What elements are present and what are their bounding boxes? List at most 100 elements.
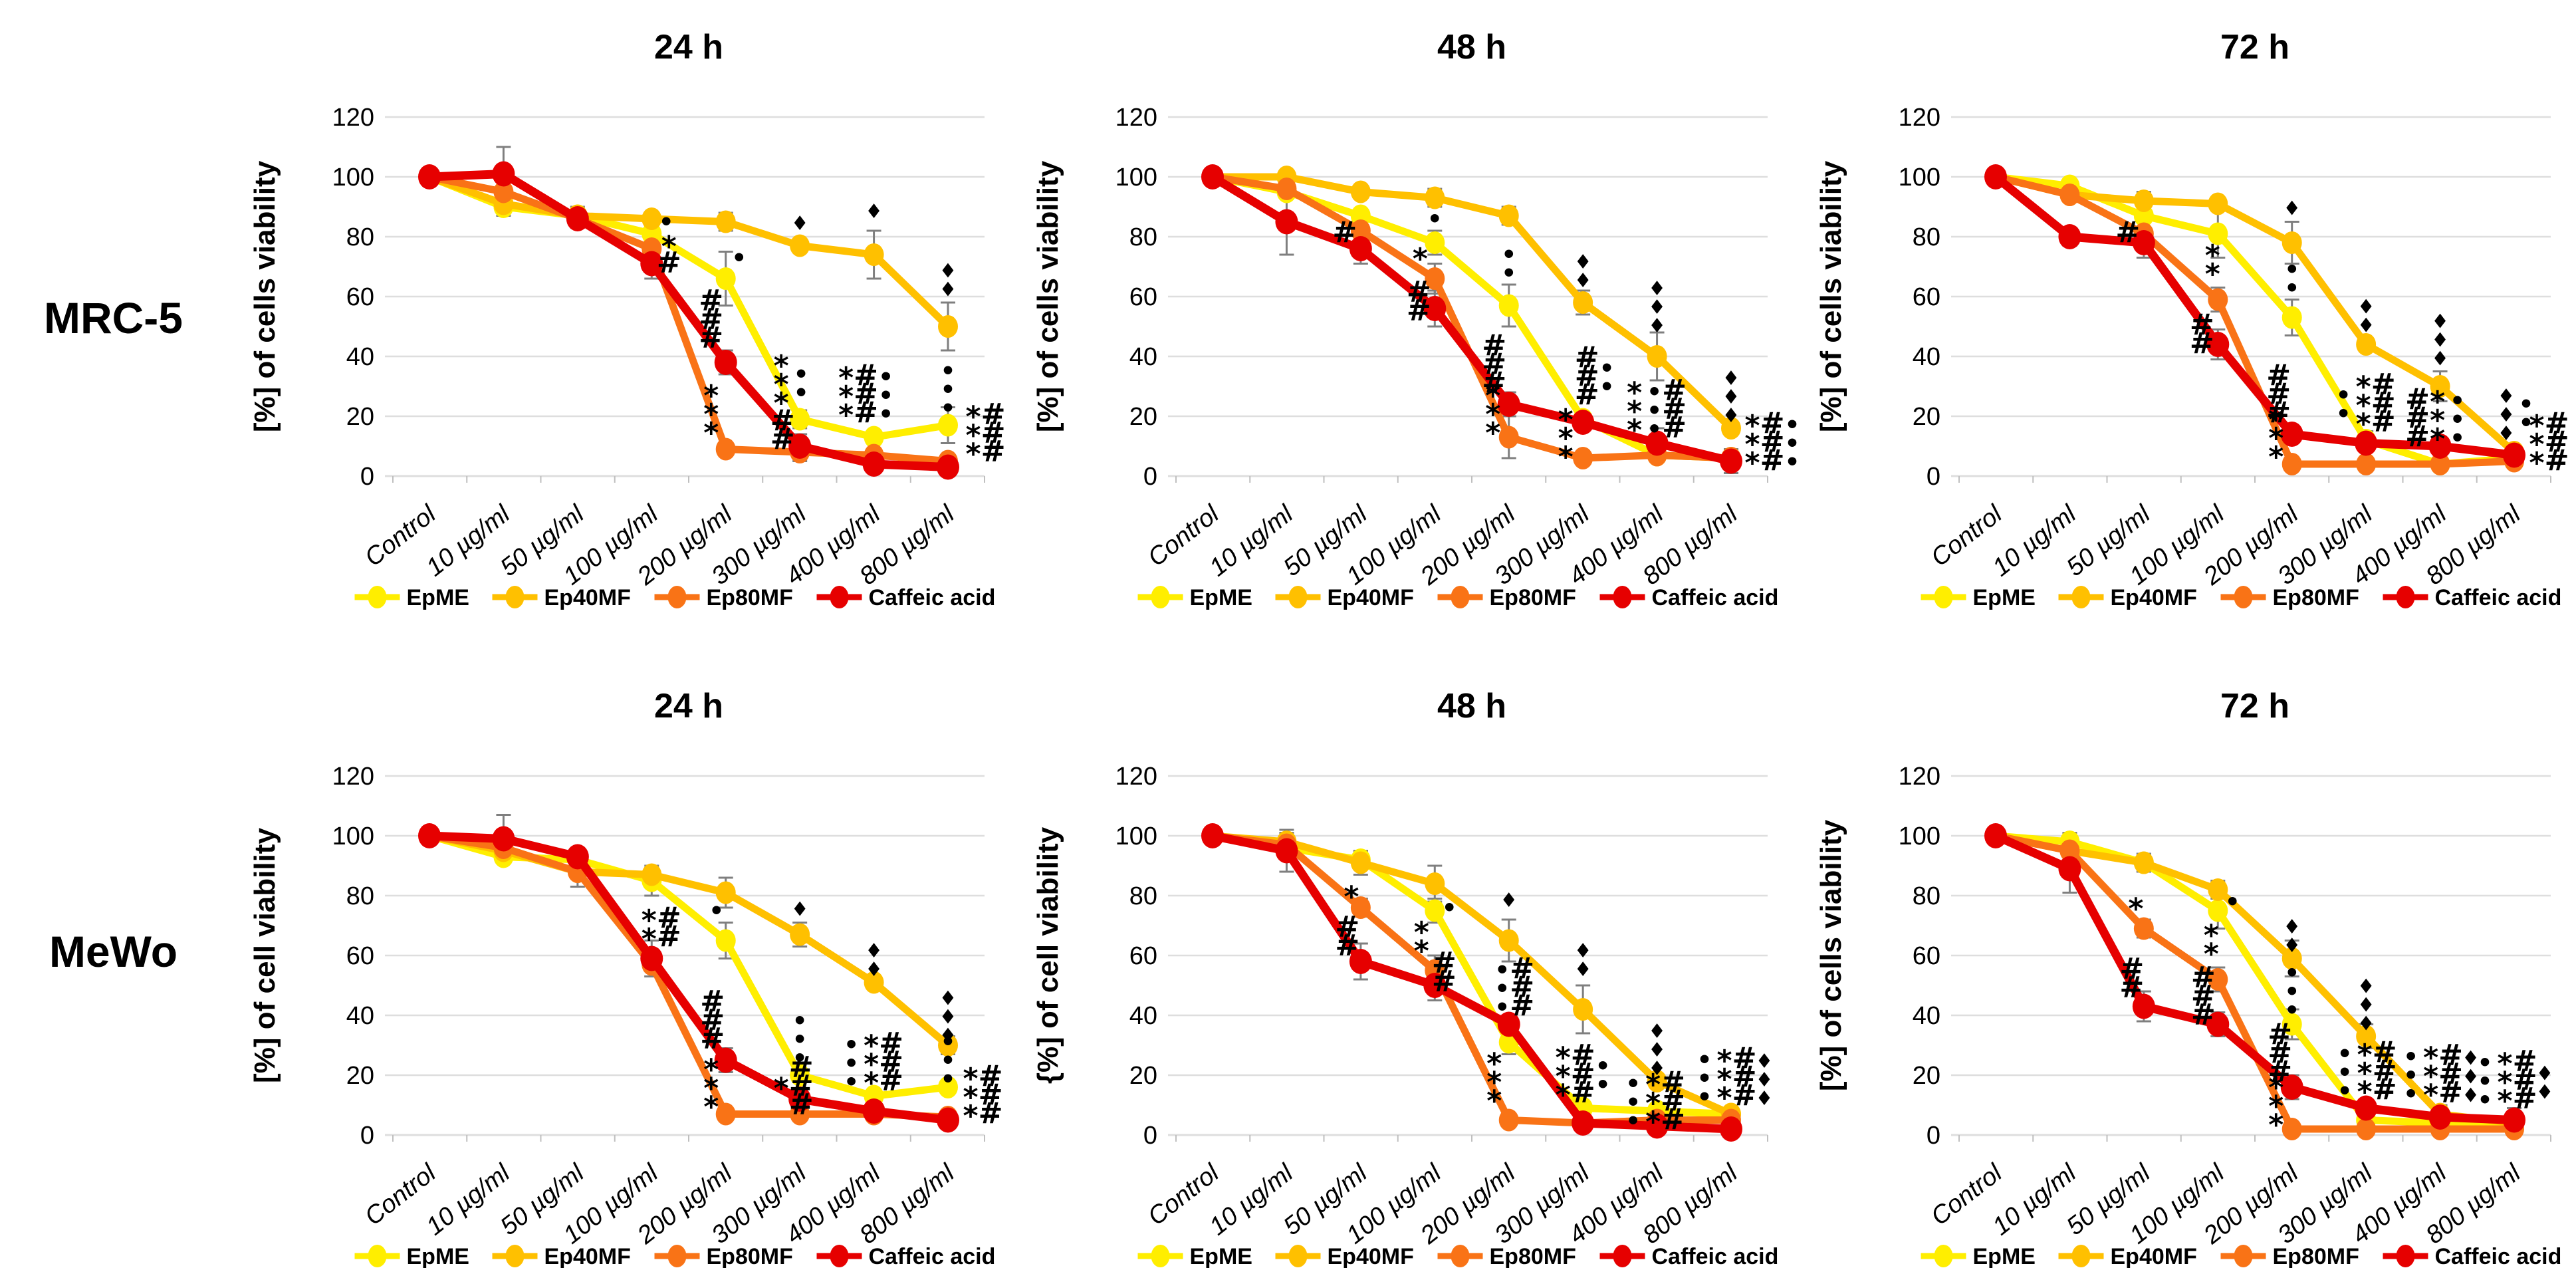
data-point-ep40mf [2282, 947, 2302, 970]
legend-marker-point [1451, 586, 1470, 608]
legend-marker-point [2071, 1245, 2091, 1267]
y-tick-label: 60 [1129, 283, 1157, 311]
data-point-epme [2282, 1013, 2302, 1036]
data-point-caffeic-acid [2355, 1095, 2378, 1121]
significance-annotation: ♦ [939, 1006, 957, 1029]
significance-annotation: * [1344, 880, 1359, 914]
significance-annotation: • [731, 245, 747, 272]
significance-annotation: # [2191, 979, 2216, 1013]
significance-annotation: * [2430, 422, 2445, 456]
significance-annotation: * [2356, 389, 2371, 423]
data-point-ep40mf [715, 210, 736, 233]
significance-annotation: ♦ [2357, 994, 2375, 1017]
significance-annotation: ♦ [939, 260, 957, 283]
x-tick-label: 10 µg/ml [421, 1158, 517, 1241]
significance-annotation: * [2268, 403, 2283, 437]
chart-mrc5-72h: 72 h 0 20 40 60 80 100 120 [%] of cells viabilit… [1793, 0, 2576, 635]
significance-annotation: ♦ [1648, 1020, 1666, 1043]
significance-annotation: * [1645, 1068, 1661, 1102]
data-point-ep40mf [2133, 190, 2154, 212]
legend-label: EpME [1190, 585, 1252, 610]
data-point-ep80mf [1350, 219, 1371, 242]
data-point-ep80mf [715, 1102, 736, 1126]
y-tick-label: 60 [346, 283, 374, 311]
y-axis-title: [%] of cells viability [1815, 819, 1847, 1091]
significance-annotation: ♦ [939, 279, 957, 302]
legend-item-ep40mf: Ep40MF [1275, 1244, 1414, 1268]
significance-annotation: ♦ [865, 200, 883, 223]
data-point-caffeic-acid [2503, 1107, 2525, 1133]
significance-annotation: # [2373, 1054, 2397, 1088]
data-point-caffeic-acid [714, 1047, 737, 1073]
legend-marker-point [2071, 586, 2091, 608]
data-point-caffeic-acid [2058, 856, 2081, 882]
data-point-caffeic-acid [937, 1107, 959, 1133]
significance-annotation: ♦ [1500, 889, 1518, 912]
significance-annotation: • [1625, 1071, 1641, 1098]
significance-annotation: • [1427, 206, 1443, 233]
legend-marker-point [667, 1245, 687, 1267]
significance-annotation: * [703, 1053, 719, 1087]
chart-title: 24 h [654, 687, 723, 725]
significance-annotation: # [2119, 971, 2144, 1005]
data-point-caffeic-acid [714, 350, 737, 375]
significance-annotation: # [1571, 1057, 1595, 1091]
significance-annotation: * [2430, 385, 2445, 419]
significance-annotation: * [703, 1090, 719, 1124]
significance-annotation: # [981, 398, 1006, 432]
significance-annotation: # [1662, 392, 1687, 426]
legend-item-caffeic-acid: Caffeic acid [1599, 1244, 1778, 1268]
significance-annotation: ♦ [2431, 348, 2449, 371]
x-tick-label: 10 µg/ml [1205, 1158, 1300, 1241]
significance-annotation: * [2423, 1078, 2438, 1112]
data-point-caffeic-acid [1349, 236, 1372, 261]
significance-annotation: # [2190, 308, 2214, 342]
significance-annotation: • [940, 1047, 955, 1075]
data-point-ep40mf [1573, 998, 1593, 1021]
series-line-ep40mf [1209, 832, 1735, 1118]
significance-annotation: * [2128, 892, 2143, 926]
significance-annotation: # [1335, 929, 1359, 963]
significance-annotation: * [2357, 1057, 2373, 1090]
significance-annotation: • [2450, 425, 2465, 452]
significance-annotation: # [2513, 1063, 2537, 1097]
data-point-ep80mf [1425, 267, 1445, 290]
significance-annotation: # [699, 303, 723, 336]
y-tick-label: 0 [1927, 463, 1940, 491]
significance-annotation: ♦ [1574, 269, 1592, 293]
significance-annotation: • [2337, 1078, 2353, 1105]
data-point-ep80mf [2282, 453, 2302, 475]
significance-annotation: * [838, 361, 854, 395]
legend-item-ep80mf: Ep80MF [2220, 585, 2359, 610]
significance-annotation: * [2529, 428, 2544, 461]
data-point-ep40mf [1425, 186, 1445, 209]
significance-annotation: • [940, 376, 955, 404]
data-point-ep40mf [790, 234, 810, 257]
data-point-ep40mf [642, 207, 662, 230]
significance-annotation: * [1744, 428, 1760, 461]
row-label-mewo: MeWo [49, 927, 178, 976]
significance-annotation: ♦ [1648, 277, 1666, 301]
significance-annotation: • [2477, 1050, 2492, 1077]
significance-annotation: * [1558, 403, 1574, 437]
legend-item-ep80mf: Ep80MF [2220, 1244, 2359, 1268]
legend-label: Ep80MF [1490, 585, 1576, 610]
significance-annotation: # [1571, 1039, 1595, 1073]
data-point-caffeic-acid [2206, 1011, 2230, 1037]
legend-label: Ep40MF [1328, 1244, 1414, 1268]
y-tick-label: 80 [1913, 882, 1940, 910]
significance-annotation: * [1645, 1105, 1661, 1139]
significance-annotation: ♦ [1722, 367, 1740, 390]
chart-title: 48 h [1437, 28, 1506, 66]
legend-label: Caffeic acid [869, 1244, 996, 1268]
legend-marker-point [2234, 586, 2253, 608]
significance-annotation: * [963, 1099, 978, 1133]
y-tick-label: 80 [346, 223, 374, 251]
significance-annotation: * [838, 398, 854, 432]
legend-label: Ep40MF [544, 585, 631, 610]
significance-annotation: * [864, 1067, 879, 1100]
data-point-ep80mf [1573, 447, 1593, 469]
significance-annotation: # [2405, 382, 2430, 416]
y-tick-label: 0 [1143, 1122, 1157, 1150]
data-point-ep80mf [2356, 453, 2377, 475]
